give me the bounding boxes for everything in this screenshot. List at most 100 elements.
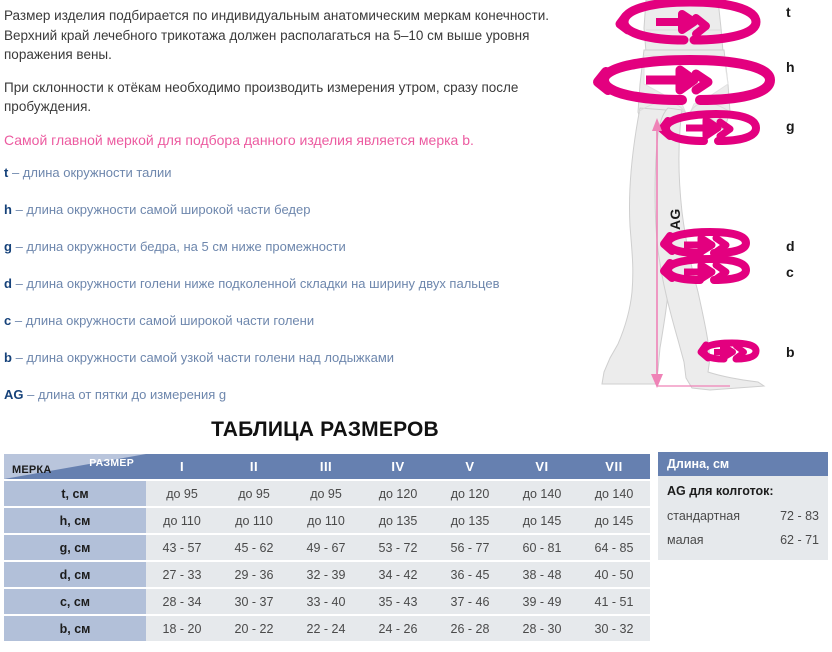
cell-b-7: 30 - 32	[578, 616, 650, 641]
diagram-label-d: d	[786, 238, 795, 254]
table-row: b, см 18 - 20 20 - 22 22 - 24 24 - 26 26…	[4, 616, 650, 641]
cell-g-4: 53 - 72	[362, 535, 434, 560]
cell-b-4: 24 - 26	[362, 616, 434, 641]
cell-h-3: до 110	[290, 508, 362, 533]
diagram-label-h: h	[786, 59, 795, 75]
diagonal-split-background	[4, 454, 146, 479]
figure-svg	[593, 0, 776, 391]
cell-t-7: до 140	[578, 481, 650, 506]
legend-text-g: – длина окружности бедра, на 5 см ниже п…	[15, 238, 346, 254]
cell-g-7: 64 - 85	[578, 535, 650, 560]
cell-g-6: 60 - 81	[506, 535, 578, 560]
length-panel-title: AG для колготок:	[667, 484, 774, 498]
page-title: ТАБЛИЦА РАЗМЕРОВ	[211, 418, 439, 441]
measure-arrow-c	[660, 254, 751, 284]
column-header-2: II	[218, 454, 290, 479]
column-header-3: III	[290, 454, 362, 479]
size-table-head: МЕРКА РАЗМЕР I II III IV V VI VII	[4, 454, 650, 479]
cell-c-1: 28 - 34	[146, 589, 218, 614]
table-row: d, см 27 - 33 29 - 36 32 - 39 34 - 42 36…	[4, 562, 650, 587]
legend-item-c: c – длина окружности самой широкой части…	[4, 312, 560, 330]
cell-g-1: 43 - 57	[146, 535, 218, 560]
table-row: h, см до 110 до 110 до 110 до 135 до 135…	[4, 508, 650, 533]
length-row-standard-value: 72 - 83	[780, 509, 819, 523]
cell-d-1: 27 - 33	[146, 562, 218, 587]
body-measurement-diagram: t h g d c b AG	[560, 0, 832, 410]
measure-arrow-t	[615, 0, 761, 45]
cell-g-2: 45 - 62	[218, 535, 290, 560]
cell-c-3: 33 - 40	[290, 589, 362, 614]
legend-key-h: h	[4, 201, 12, 217]
column-header-1: I	[146, 454, 218, 479]
length-row-small-name: малая	[667, 533, 704, 547]
cell-g-3: 49 - 67	[290, 535, 362, 560]
legend-text-d: – длина окружности голени ниже подколенн…	[15, 275, 500, 291]
cell-t-2: до 95	[218, 481, 290, 506]
row-label-c: c, см	[4, 589, 146, 614]
row-label-d: d, см	[4, 562, 146, 587]
cell-b-3: 22 - 24	[290, 616, 362, 641]
corner-col-header: РАЗМЕР	[89, 457, 134, 469]
ag-arrow-down	[651, 374, 663, 388]
key-measurement-note: Самой главной меркой для подбора данного…	[4, 131, 474, 148]
row-label-b: b, см	[4, 616, 146, 641]
measure-arrow-h	[593, 54, 776, 105]
diagram-label-b: b	[786, 344, 795, 360]
size-table: МЕРКА РАЗМЕР I II III IV V VI VII t, см …	[4, 452, 650, 643]
length-row-standard-name: стандартная	[667, 509, 740, 523]
size-table-body: t, см до 95 до 95 до 95 до 120 до 120 до…	[4, 481, 650, 641]
cell-h-6: до 145	[506, 508, 578, 533]
cell-c-5: 37 - 46	[434, 589, 506, 614]
legend-key-b: b	[4, 349, 12, 365]
cell-t-1: до 95	[146, 481, 218, 506]
cell-c-4: 35 - 43	[362, 589, 434, 614]
cell-t-6: до 140	[506, 481, 578, 506]
column-header-7: VII	[578, 454, 650, 479]
cell-d-6: 38 - 48	[506, 562, 578, 587]
cell-h-2: до 110	[218, 508, 290, 533]
measure-arrow-b	[697, 339, 760, 363]
legend-text-b: – длина окружности самой узкой части гол…	[15, 349, 395, 365]
legend-text-h: – длина окружности самой широкой части б…	[15, 201, 311, 217]
column-header-6: VI	[506, 454, 578, 479]
cell-c-2: 30 - 37	[218, 589, 290, 614]
intro-paragraph-1: Размер изделия подбирается по индивидуал…	[4, 8, 550, 62]
row-label-h: h, см	[4, 508, 146, 533]
legend-item-h: h – длина окружности самой широкой части…	[4, 201, 560, 219]
diagram-label-g: g	[786, 118, 795, 134]
legend-key-g: g	[4, 238, 12, 254]
ag-arrow-up	[652, 118, 662, 131]
cell-d-5: 36 - 45	[434, 562, 506, 587]
cell-t-4: до 120	[362, 481, 434, 506]
cell-b-2: 20 - 22	[218, 616, 290, 641]
table-row: c, см 28 - 34 30 - 37 33 - 40 35 - 43 37…	[4, 589, 650, 614]
size-table-header-row: МЕРКА РАЗМЕР I II III IV V VI VII	[4, 454, 650, 479]
length-row-small: малая 62 - 71	[667, 533, 819, 547]
legend-text-ag: – длина от пятки до измерения g	[27, 386, 227, 402]
diagram-label-t: t	[786, 4, 791, 20]
cell-h-4: до 135	[362, 508, 434, 533]
length-panel-header: Длина, см	[658, 452, 828, 476]
row-label-g: g, см	[4, 535, 146, 560]
cell-b-1: 18 - 20	[146, 616, 218, 641]
legend-key-ag: AG	[4, 386, 24, 402]
cell-b-5: 26 - 28	[434, 616, 506, 641]
legend-text-t: – длина окружности талии	[11, 164, 172, 180]
legend-text-c: – длина окружности самой широкой части г…	[14, 312, 315, 328]
measure-arrow-g	[658, 109, 761, 145]
cell-h-5: до 135	[434, 508, 506, 533]
legend-item-g: g – длина окружности бедра, на 5 см ниже…	[4, 238, 560, 256]
legend-item-t: t – длина окружности талии	[4, 164, 560, 182]
cell-h-1: до 110	[146, 508, 218, 533]
table-row: t, см до 95 до 95 до 95 до 120 до 120 до…	[4, 481, 650, 506]
legend-key-d: d	[4, 275, 12, 291]
legend-key-t: t	[4, 164, 9, 180]
diagram-label-ag: AG	[667, 208, 683, 230]
column-header-4: IV	[362, 454, 434, 479]
legend-key-c: c	[4, 312, 12, 328]
corner-row-header: МЕРКА	[12, 464, 52, 476]
length-row-small-value: 62 - 71	[780, 533, 819, 547]
cell-b-6: 28 - 30	[506, 616, 578, 641]
cell-h-7: до 145	[578, 508, 650, 533]
cell-t-3: до 95	[290, 481, 362, 506]
